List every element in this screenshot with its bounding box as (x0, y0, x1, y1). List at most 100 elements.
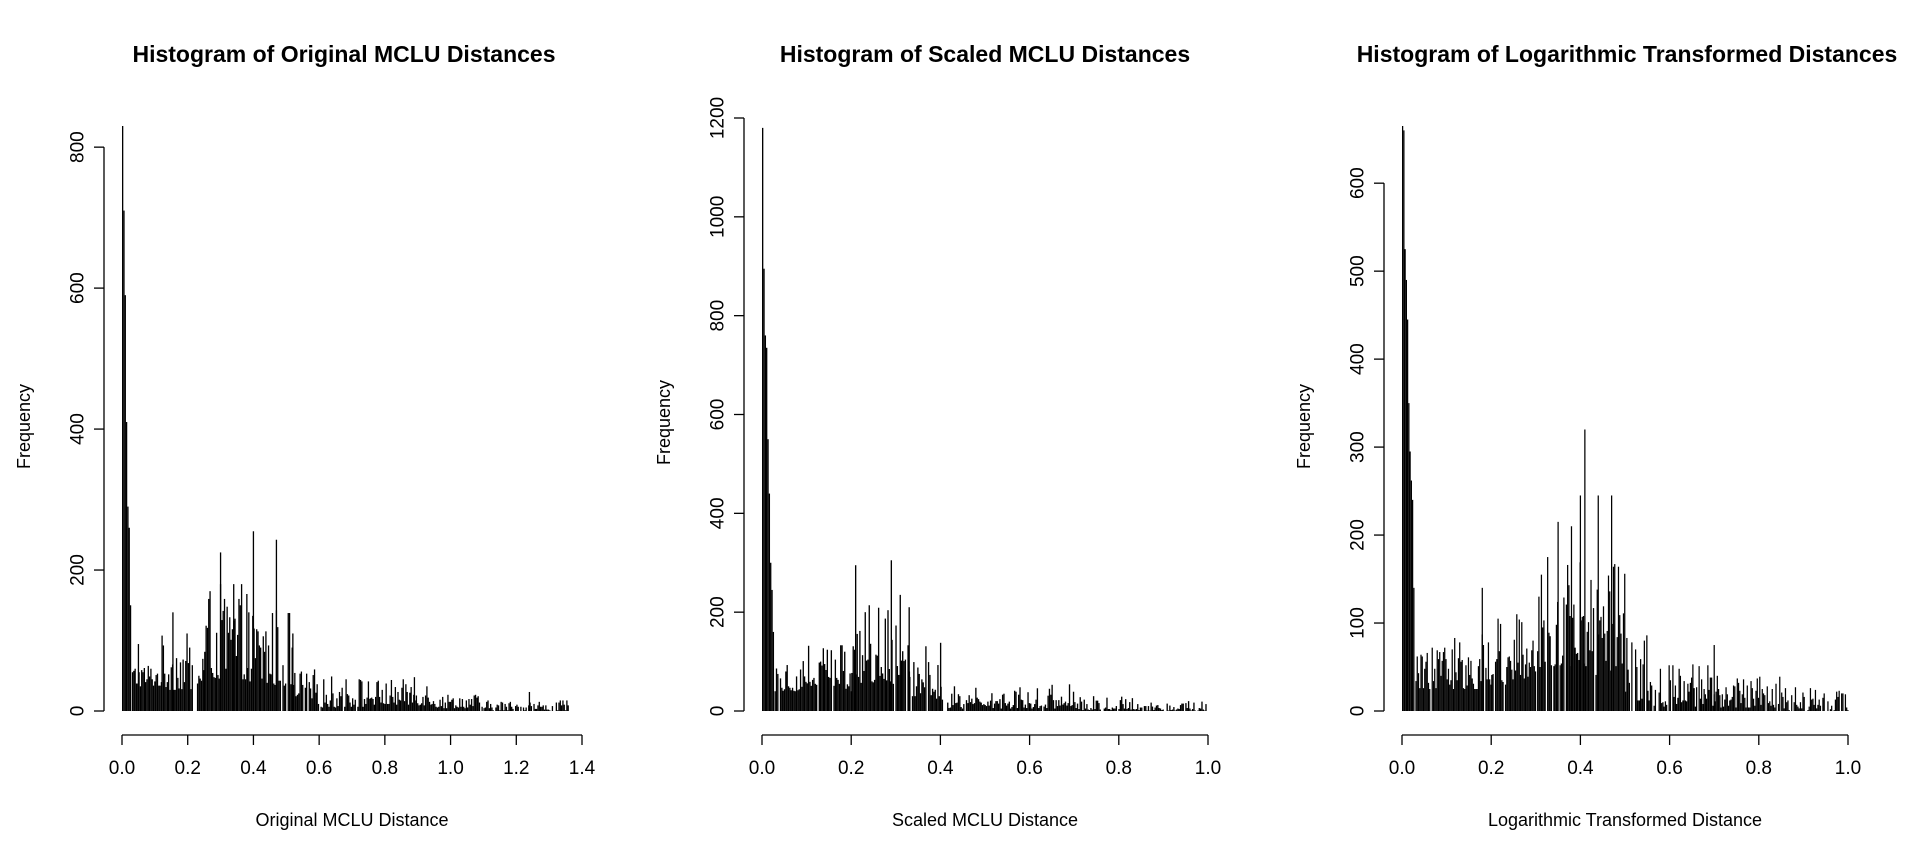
histogram-bar (186, 633, 188, 711)
x-tick-label: 0.4 (1567, 758, 1594, 779)
histogram-bar (1086, 704, 1088, 711)
histogram-bar (1799, 702, 1802, 711)
histogram-bar (1032, 707, 1035, 711)
histogram-bar (885, 680, 888, 711)
histogram-bar (1123, 708, 1126, 711)
histogram-bar (125, 422, 128, 711)
histogram-bar (1158, 708, 1160, 711)
histogram-bar (1563, 597, 1565, 711)
histogram-bar (895, 625, 897, 711)
y-tick-label: 400 (1348, 343, 1369, 375)
histogram-bar (923, 687, 926, 711)
histogram-bar (1067, 703, 1069, 711)
histogram-bar (1749, 707, 1751, 711)
histogram-bar (1162, 709, 1164, 711)
x-axis: 0.0 0.2 0.4 0.6 0.8 1.0 Logarithmic Transforme… (1389, 734, 1861, 830)
histogram-bar (349, 702, 351, 711)
y-tick-label: 600 (1348, 167, 1369, 199)
histogram-bar (1547, 557, 1549, 711)
histogram-bar (1797, 706, 1799, 711)
histogram-bar (887, 610, 889, 711)
histogram-bar (1694, 706, 1696, 711)
histogram-bar (1072, 691, 1075, 711)
histogram-bar (876, 655, 878, 711)
histogram-bar (799, 669, 802, 711)
histogram-bar (771, 589, 773, 711)
histogram-bar (1444, 647, 1446, 711)
histogram-bar (857, 676, 860, 711)
histogram-bar (1534, 671, 1537, 711)
histogram-bar (225, 668, 227, 711)
histogram-bar (1159, 708, 1162, 711)
histogram-bar (1424, 668, 1426, 711)
histogram-bar (431, 703, 433, 711)
histogram-bar (558, 702, 560, 711)
histogram-bar (1415, 681, 1417, 711)
histogram-bar (976, 697, 978, 711)
histogram-bar (511, 706, 513, 711)
histogram-bar (1125, 699, 1127, 711)
histogram-bar (177, 677, 179, 711)
histogram-bar (993, 703, 996, 711)
histogram-bar (372, 699, 374, 711)
histogram-bar (1462, 688, 1465, 711)
x-tick-label: 0.0 (1389, 758, 1415, 779)
histogram-bar (1715, 691, 1717, 711)
y-tick-label: 800 (68, 131, 89, 163)
y-tick-label: 0 (68, 706, 89, 717)
y-tick-label: 600 (708, 399, 729, 431)
histogram-bar (403, 701, 406, 711)
histogram-bar (1631, 642, 1633, 711)
histogram-bar (1094, 709, 1096, 711)
histogram-bar (1600, 616, 1602, 711)
histogram-bar (1834, 699, 1837, 711)
histogram-bar (1439, 652, 1441, 711)
histogram-bar (989, 700, 992, 711)
histogram-bar (1038, 708, 1040, 711)
histogram-bar (1542, 627, 1544, 711)
y-tick-label: 400 (708, 497, 729, 529)
x-tick-label: 0.2 (838, 758, 864, 779)
histogram-bar (1456, 680, 1458, 711)
histogram-bar (252, 531, 255, 711)
histogram-bar (1068, 684, 1071, 711)
histogram-bar (1734, 686, 1736, 711)
histogram-bar (443, 708, 445, 711)
histogram-bar (223, 598, 226, 711)
histogram-bar (164, 673, 166, 711)
histogram-bar (927, 662, 930, 711)
histogram-bar (424, 695, 427, 711)
histogram-bar (1031, 708, 1033, 711)
histogram-bar (1531, 650, 1533, 711)
histogram-bar (415, 695, 418, 711)
histogram-bar (261, 678, 263, 711)
histogram-bar (294, 672, 296, 711)
histogram-bar (1119, 700, 1122, 711)
histogram-bar (1498, 651, 1500, 711)
histogram-bar (941, 699, 944, 711)
histogram-bar (1625, 691, 1627, 711)
x-tick-label: 1.2 (503, 758, 529, 779)
histogram-bar (853, 649, 856, 711)
histogram-bar (979, 701, 981, 711)
histogram-bar (1071, 705, 1073, 711)
histogram-bar (185, 660, 187, 711)
x-tick-label: 0.8 (1106, 758, 1132, 779)
histogram-bar (1609, 591, 1611, 711)
histogram-bar (1761, 689, 1763, 711)
histogram-bar (168, 674, 170, 711)
histogram-bar (541, 706, 543, 711)
histogram-bar (172, 612, 174, 711)
histogram-bar (836, 677, 838, 711)
histogram-bar (865, 660, 868, 711)
histogram-bar (385, 683, 387, 711)
histogram-bar (332, 693, 334, 711)
histogram-bar (884, 618, 886, 711)
histogram-bar (781, 687, 783, 711)
histogram-bar (774, 691, 776, 711)
histogram-bar (1523, 678, 1525, 711)
histogram-bar (830, 650, 833, 711)
histogram-bar (1487, 642, 1490, 711)
histogram-bar (869, 643, 872, 711)
histogram-bar (222, 610, 224, 711)
